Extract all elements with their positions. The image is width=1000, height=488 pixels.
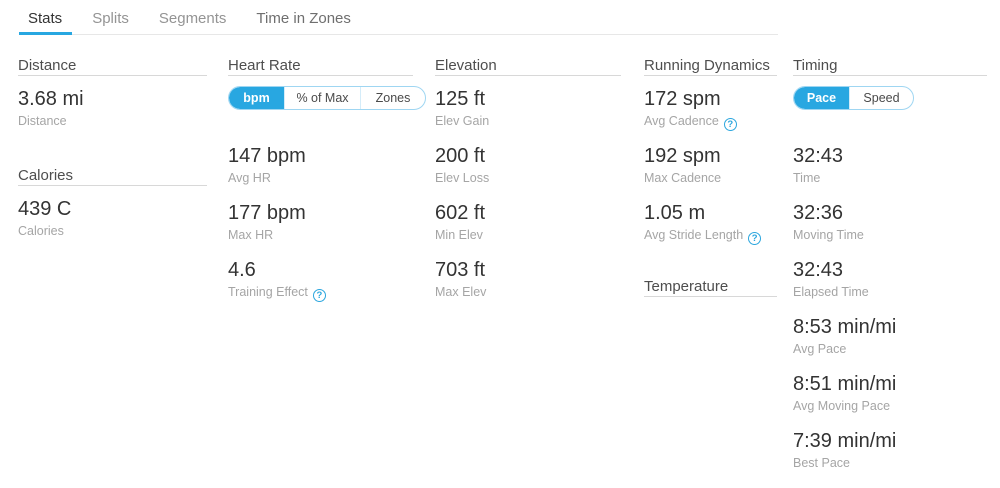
running-dynamics-column: Running Dynamics 172 spm Avg Cadence? 19… [644,57,777,297]
max-elev-value: 703 ft [435,259,486,281]
help-icon[interactable]: ? [723,118,737,131]
pace-speed-toggle: Pace Speed [793,86,914,110]
elapsed-time-metric: 32:43 Elapsed Time [793,247,987,304]
moving-time-metric: 32:36 Moving Time [793,190,987,247]
avg-pace-label: Avg Pace [793,342,847,356]
calories-label: Calories [18,224,64,238]
heart-rate-column: Heart Rate bpm % of Max Zones 147 bpm Av… [228,57,426,304]
avg-pace-value: 8:53 min/mi [793,316,897,338]
distance-label: Distance [18,114,67,128]
avg-hr-label: Avg HR [228,171,271,185]
tab-splits[interactable]: Splits [92,10,129,27]
active-tab-indicator [19,32,72,35]
running-dynamics-section-header: Running Dynamics [644,57,777,76]
stats-tab-bar: Stats Splits Segments Time in Zones [19,9,372,28]
avg-stride-length-metric: 1.05 m Avg Stride Length? [644,190,777,247]
tab-time-in-zones[interactable]: Time in Zones [256,10,351,27]
elev-loss-label: Elev Loss [435,171,490,185]
avg-cadence-metric: 172 spm Avg Cadence? [644,76,777,133]
toggle-option-speed[interactable]: Speed [849,87,913,109]
timing-column: Timing Pace Speed 32:43 Time 32:36 Movin… [793,57,987,475]
training-effect-label-row: Training Effect? [228,285,413,302]
tab-stats[interactable]: Stats [28,10,63,27]
max-cadence-metric: 192 spm Max Cadence [644,133,777,190]
timing-toggle-slot: Pace Speed [793,76,987,133]
distance-value: 3.68 mi [18,88,84,110]
moving-time-value: 32:36 [793,202,844,224]
max-hr-metric: 177 bpm Max HR [228,190,413,247]
tab-segments[interactable]: Segments [158,10,227,27]
time-label: Time [793,171,821,185]
avg-stride-length-value: 1.05 m [644,202,706,224]
min-elev-value: 602 ft [435,202,486,224]
time-value: 32:43 [793,145,844,167]
avg-hr-metric: 147 bpm Avg HR [228,133,413,190]
avg-moving-pace-value: 8:51 min/mi [793,373,897,395]
training-effect-metric: 4.6 Training Effect? [228,247,413,304]
heart-rate-unit-toggle: bpm % of Max Zones [228,86,426,110]
elevation-column: Elevation 125 ft Elev Gain 200 ft Elev L… [435,57,621,304]
max-cadence-value: 192 spm [644,145,721,167]
avg-moving-pace-metric: 8:51 min/mi Avg Moving Pace [793,361,987,418]
tab-bar-divider [19,34,778,35]
training-effect-value: 4.6 [228,259,256,281]
timing-section-header: Timing [793,57,987,76]
distance-section-header: Distance [18,57,207,76]
avg-moving-pace-label: Avg Moving Pace [793,399,891,413]
max-elev-metric: 703 ft Max Elev [435,247,621,304]
avg-cadence-label: Avg Cadence [644,114,719,128]
max-hr-value: 177 bpm [228,202,306,224]
best-pace-value: 7:39 min/mi [793,430,897,452]
toggle-option-zones[interactable]: Zones [360,87,425,109]
calories-metric: 439 C Calories [18,186,207,243]
temperature-section-header: Temperature [644,278,777,297]
best-pace-label: Best Pace [793,456,850,470]
max-elev-label: Max Elev [435,285,487,299]
toggle-option-pace[interactable]: Pace [794,87,849,109]
distance-column: Distance 3.68 mi Distance Calories 439 C… [18,57,207,243]
avg-cadence-value: 172 spm [644,88,721,110]
heart-rate-section-header: Heart Rate [228,57,413,76]
elev-gain-metric: 125 ft Elev Gain [435,76,621,133]
min-elev-metric: 602 ft Min Elev [435,190,621,247]
min-elev-label: Min Elev [435,228,483,242]
help-icon[interactable]: ? [312,289,326,302]
toggle-option-bpm[interactable]: bpm [229,87,284,109]
time-metric: 32:43 Time [793,133,987,190]
elev-loss-value: 200 ft [435,145,486,167]
help-icon[interactable]: ? [748,232,762,245]
calories-value: 439 C [18,198,72,220]
moving-time-label: Moving Time [793,228,864,242]
avg-pace-metric: 8:53 min/mi Avg Pace [793,304,987,361]
toggle-option-percent-of-max[interactable]: % of Max [284,87,360,109]
elapsed-time-value: 32:43 [793,259,844,281]
avg-cadence-label-row: Avg Cadence? [644,114,777,131]
avg-hr-value: 147 bpm [228,145,306,167]
avg-stride-length-label-row: Avg Stride Length? [644,228,777,245]
avg-stride-length-label: Avg Stride Length [644,228,744,242]
training-effect-label: Training Effect [228,285,308,299]
max-hr-label: Max HR [228,228,274,242]
elev-loss-metric: 200 ft Elev Loss [435,133,621,190]
elapsed-time-label: Elapsed Time [793,285,869,299]
heart-rate-toggle-slot: bpm % of Max Zones [228,76,426,133]
max-cadence-label: Max Cadence [644,171,722,185]
elev-gain-value: 125 ft [435,88,486,110]
best-pace-metric: 7:39 min/mi Best Pace [793,418,987,475]
calories-section-header: Calories [18,167,207,186]
elevation-section-header: Elevation [435,57,621,76]
elev-gain-label: Elev Gain [435,114,490,128]
distance-metric: 3.68 mi Distance [18,76,207,133]
